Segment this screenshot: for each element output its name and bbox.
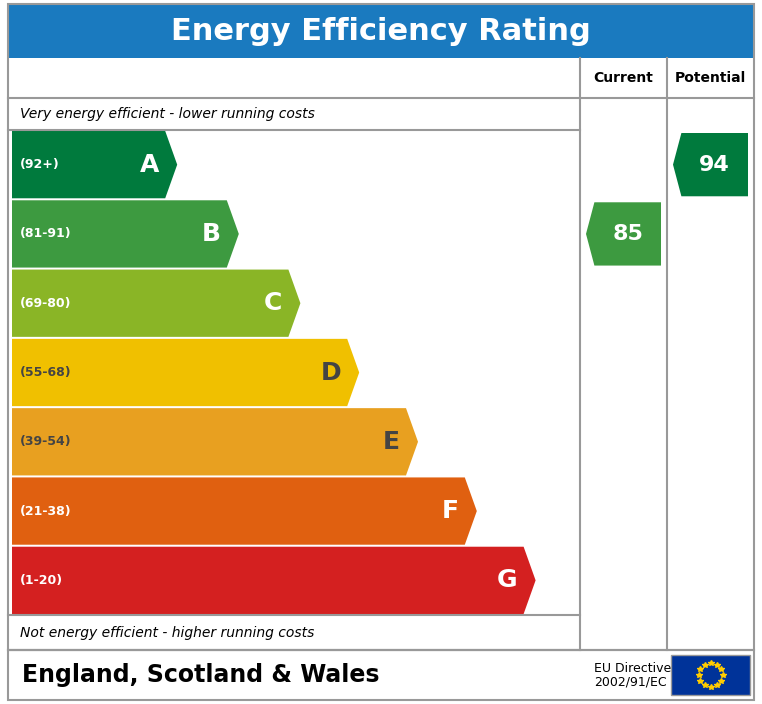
Text: G: G xyxy=(497,568,517,592)
Text: Not energy efficient - higher running costs: Not energy efficient - higher running co… xyxy=(20,625,315,639)
Polygon shape xyxy=(586,202,661,265)
Polygon shape xyxy=(12,547,536,614)
Text: Current: Current xyxy=(594,71,654,85)
Polygon shape xyxy=(12,477,477,545)
Text: (69-80): (69-80) xyxy=(20,296,72,310)
Bar xyxy=(8,650,754,700)
Text: 94: 94 xyxy=(700,155,730,175)
Bar xyxy=(8,4,754,58)
Text: Potential: Potential xyxy=(675,71,746,85)
Polygon shape xyxy=(12,408,418,475)
Text: Very energy efficient - lower running costs: Very energy efficient - lower running co… xyxy=(20,107,315,121)
Text: (21-38): (21-38) xyxy=(20,505,72,517)
Text: C: C xyxy=(264,291,283,315)
Text: 2002/91/EC: 2002/91/EC xyxy=(594,676,667,689)
Polygon shape xyxy=(12,339,359,406)
Text: F: F xyxy=(442,499,459,523)
Text: (55-68): (55-68) xyxy=(20,366,72,379)
Text: (39-54): (39-54) xyxy=(20,435,72,448)
Text: England, Scotland & Wales: England, Scotland & Wales xyxy=(22,663,379,687)
Polygon shape xyxy=(12,270,300,337)
Text: (1-20): (1-20) xyxy=(20,574,63,587)
Polygon shape xyxy=(12,200,239,268)
Bar xyxy=(671,655,750,695)
Text: (81-91): (81-91) xyxy=(20,227,72,241)
Polygon shape xyxy=(673,133,748,196)
Text: Energy Efficiency Rating: Energy Efficiency Rating xyxy=(171,16,591,46)
Text: 85: 85 xyxy=(612,224,643,244)
Text: EU Directive: EU Directive xyxy=(594,662,671,674)
Text: B: B xyxy=(202,222,221,246)
Text: (92+): (92+) xyxy=(20,158,59,171)
Text: D: D xyxy=(321,360,341,384)
Polygon shape xyxy=(12,131,178,199)
Text: A: A xyxy=(139,153,159,177)
Text: E: E xyxy=(383,429,400,454)
